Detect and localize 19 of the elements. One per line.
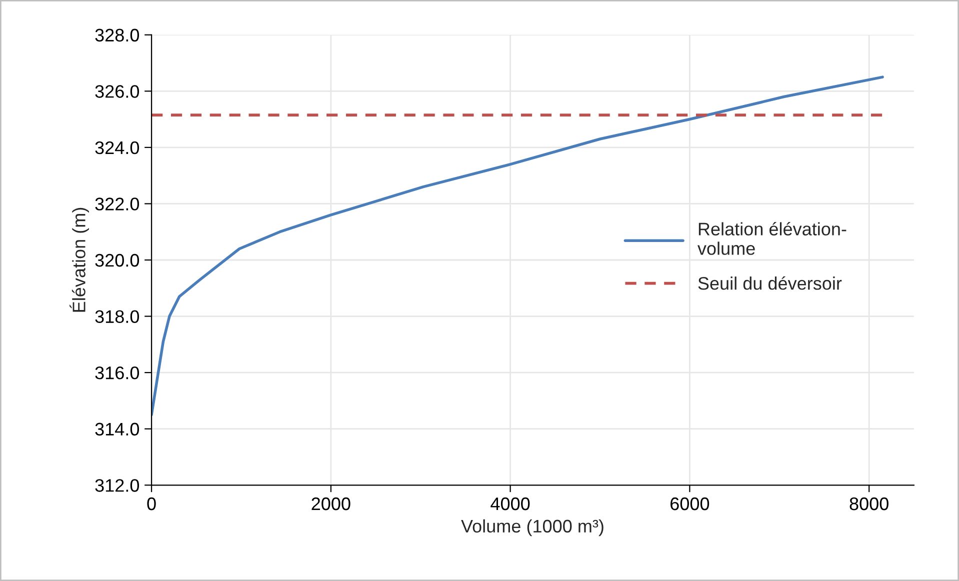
legend-label: Relation élévation-volume — [698, 222, 846, 255]
x-tick-label: 0 — [147, 497, 156, 510]
x-axis-title: Volume (1000 m³) — [461, 519, 604, 536]
y-tick-label: 322.0 — [95, 198, 140, 210]
y-tick-label: 316.0 — [95, 366, 140, 380]
x-tick-label: 6000 — [670, 497, 710, 510]
y-tick-label: 326.0 — [95, 85, 140, 98]
y-tick-label: 324.0 — [95, 141, 140, 154]
y-tick-label: 312.0 — [95, 479, 140, 492]
y-tick-label: 328.0 — [95, 28, 140, 42]
y-tick-label: 314.0 — [95, 422, 140, 436]
x-tick-label: 2000 — [312, 497, 350, 510]
y-tick-label: 320.0 — [95, 254, 140, 267]
y-axis-title: Élévation (m) — [70, 208, 89, 312]
x-tick-label: 4000 — [490, 497, 530, 510]
legend-label: Seuil du déversoir — [698, 276, 842, 290]
y-tick-label: 318.0 — [95, 310, 140, 323]
x-tick-label: 8000 — [850, 497, 888, 510]
line-series — [152, 76, 884, 416]
